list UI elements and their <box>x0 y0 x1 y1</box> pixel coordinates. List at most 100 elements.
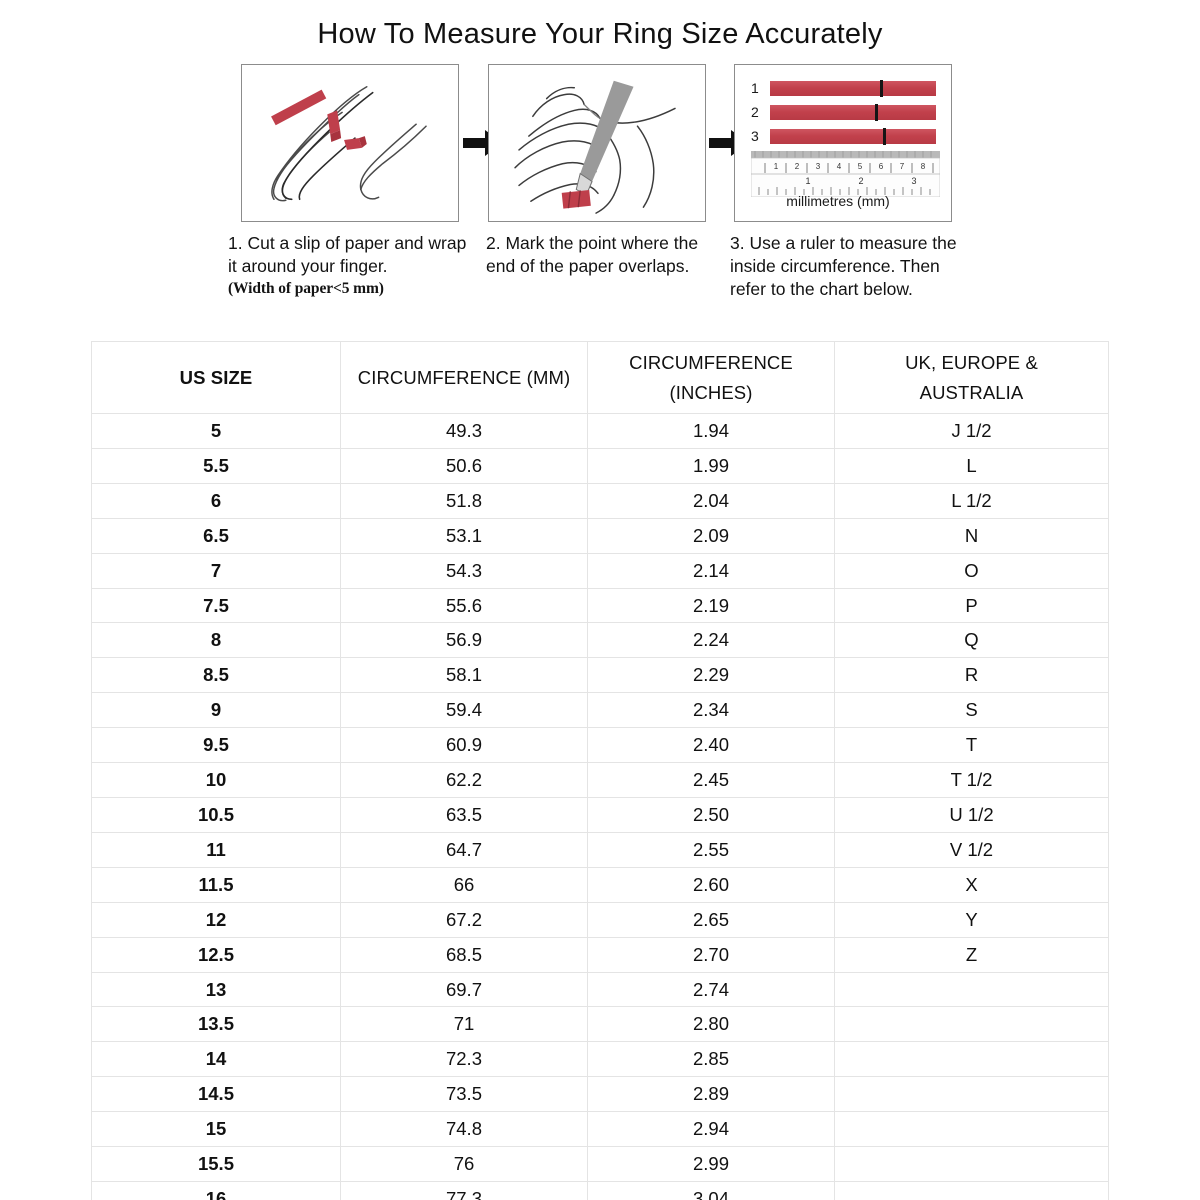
cell-us-size: 9 <box>91 692 341 729</box>
measured-strip-row: 2 <box>751 104 937 122</box>
cell-us-size: 8.5 <box>91 657 341 694</box>
cell-circumference-inches: 2.60 <box>587 866 835 903</box>
measured-strip-row: 1 <box>751 80 937 98</box>
cell-us-size: 6 <box>91 482 341 519</box>
cell-circumference-inches: 2.50 <box>587 796 835 833</box>
table-row: 12.5 68.5 2.70 Z <box>91 936 1109 973</box>
strip-label: 1 <box>751 80 759 96</box>
cell-uk-europe-australia: T <box>834 727 1109 764</box>
cell-circumference-inches: 2.80 <box>587 1006 835 1043</box>
cell-uk-europe-australia <box>834 1111 1109 1148</box>
cell-us-size: 6.5 <box>91 517 341 554</box>
cell-circumference-inches: 2.24 <box>587 622 835 659</box>
svg-text:1: 1 <box>805 176 810 186</box>
table-header: US SIZE CIRCUMFERENCE (MM) CIRCUMFERENCE… <box>91 341 1109 414</box>
table-row: 9 59.4 2.34 S <box>91 692 1109 729</box>
cell-circumference-mm: 59.4 <box>340 692 588 729</box>
cell-circumference-inches: 2.19 <box>587 587 835 624</box>
step-2-illustration <box>488 64 706 222</box>
column-header-circumference-mm: CIRCUMFERENCE (MM) <box>340 341 588 414</box>
strip-mark <box>883 128 886 145</box>
step-3-illustration: 1 2 3 <box>734 64 952 222</box>
cell-circumference-inches: 2.65 <box>587 901 835 938</box>
cell-circumference-mm: 71 <box>340 1006 588 1043</box>
cell-uk-europe-australia: L 1/2 <box>834 482 1109 519</box>
cell-circumference-inches: 2.70 <box>587 936 835 973</box>
strip-bar <box>770 105 936 120</box>
cell-us-size: 9.5 <box>91 727 341 764</box>
cell-circumference-mm: 60.9 <box>340 727 588 764</box>
svg-text:3: 3 <box>911 176 916 186</box>
svg-text:5: 5 <box>858 162 863 171</box>
ring-size-conversion-table: US SIZE CIRCUMFERENCE (MM) CIRCUMFERENCE… <box>91 341 1109 1200</box>
cell-uk-europe-australia <box>834 971 1109 1008</box>
table-row: 5 49.3 1.94 J 1/2 <box>91 413 1109 449</box>
strip-mark <box>875 104 878 121</box>
cell-us-size: 7 <box>91 552 341 589</box>
ruler-units-label: millimetres (mm) <box>786 193 890 209</box>
table-row: 8.5 58.1 2.29 R <box>91 657 1109 694</box>
step-1-caption-text: 1. Cut a slip of paper and wrap it aroun… <box>228 233 467 276</box>
cell-uk-europe-australia <box>834 1041 1109 1078</box>
cell-uk-europe-australia: Y <box>834 901 1109 938</box>
hand-marking-paper-icon <box>514 80 676 214</box>
cell-circumference-inches: 2.14 <box>587 552 835 589</box>
strip-label: 3 <box>751 128 759 144</box>
table-row: 10 62.2 2.45 T 1/2 <box>91 762 1109 798</box>
cell-us-size: 14.5 <box>91 1076 341 1113</box>
strip-mark <box>880 80 883 97</box>
table-row: 12 67.2 2.65 Y <box>91 901 1109 938</box>
cell-circumference-mm: 77.3 <box>340 1180 588 1200</box>
measure-steps-section: 1 2 3 <box>0 64 1200 329</box>
table-row: 13 69.7 2.74 <box>91 971 1109 1008</box>
cell-uk-europe-australia: R <box>834 657 1109 694</box>
page-title: How To Measure Your Ring Size Accurately <box>317 18 883 50</box>
cell-circumference-mm: 64.7 <box>340 831 588 868</box>
hand-with-paper-strip-icon <box>271 85 427 202</box>
table-header-row: US SIZE CIRCUMFERENCE (MM) CIRCUMFERENCE… <box>91 341 1109 414</box>
cell-us-size: 12 <box>91 901 341 938</box>
table-row: 10.5 63.5 2.50 U 1/2 <box>91 796 1109 833</box>
step-2-caption: 2. Mark the point where the end of the p… <box>486 232 718 278</box>
cell-circumference-mm: 76 <box>340 1146 588 1182</box>
cell-circumference-inches: 1.94 <box>587 413 835 449</box>
cell-uk-europe-australia: N <box>834 517 1109 554</box>
cell-circumference-mm: 55.6 <box>340 587 588 624</box>
cell-circumference-inches: 2.85 <box>587 1041 835 1078</box>
cell-us-size: 10 <box>91 762 341 798</box>
step-1-subcaption: (Width of paper<5 mm) <box>228 280 384 297</box>
table-row: 11.5 66 2.60 X <box>91 866 1109 903</box>
svg-text:6: 6 <box>879 162 884 171</box>
cell-uk-europe-australia: X <box>834 866 1109 903</box>
cell-circumference-inches: 1.99 <box>587 447 835 484</box>
table-row: 6 51.8 2.04 L 1/2 <box>91 482 1109 519</box>
cell-uk-europe-australia <box>834 1180 1109 1200</box>
column-header-us-size: US SIZE <box>91 341 341 414</box>
cell-circumference-inches: 2.40 <box>587 727 835 764</box>
table-row: 13.5 71 2.80 <box>91 1006 1109 1043</box>
table-row: 15.5 76 2.99 <box>91 1146 1109 1182</box>
table-row: 16 77.3 3.04 <box>91 1180 1109 1200</box>
measured-strip-row: 3 <box>751 128 937 146</box>
cell-circumference-inches: 2.55 <box>587 831 835 868</box>
cell-us-size: 11 <box>91 831 341 868</box>
cell-uk-europe-australia: U 1/2 <box>834 796 1109 833</box>
cell-us-size: 10.5 <box>91 796 341 833</box>
cell-uk-europe-australia <box>834 1146 1109 1182</box>
cell-us-size: 13.5 <box>91 1006 341 1043</box>
cell-us-size: 12.5 <box>91 936 341 973</box>
cell-us-size: 5.5 <box>91 447 341 484</box>
cell-circumference-mm: 72.3 <box>340 1041 588 1078</box>
step-3-caption-text: 3. Use a ruler to measure the inside cir… <box>730 233 957 299</box>
cell-circumference-inches: 2.09 <box>587 517 835 554</box>
header-line-2: AUSTRALIA <box>919 381 1024 403</box>
strip-bar <box>770 81 936 96</box>
table-row: 7 54.3 2.14 O <box>91 552 1109 589</box>
cell-circumference-mm: 51.8 <box>340 482 588 519</box>
cell-circumference-inches: 2.29 <box>587 657 835 694</box>
cell-circumference-inches: 2.94 <box>587 1111 835 1148</box>
column-header-circumference-inches: CIRCUMFERENCE (INCHES) <box>587 341 835 414</box>
step-3-caption: 3. Use a ruler to measure the inside cir… <box>730 232 976 301</box>
table-row: 8 56.9 2.24 Q <box>91 622 1109 659</box>
